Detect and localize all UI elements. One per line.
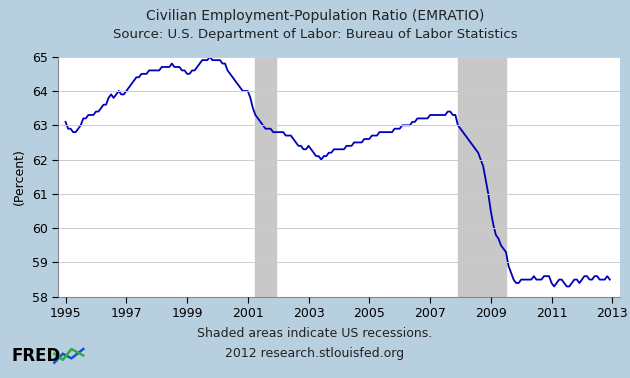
Text: Source: U.S. Department of Labor: Bureau of Labor Statistics: Source: U.S. Department of Labor: Bureau…: [113, 28, 517, 41]
Text: Shaded areas indicate US recessions.: Shaded areas indicate US recessions.: [197, 327, 433, 340]
Bar: [458, 57, 506, 297]
Text: FRED: FRED: [12, 347, 61, 364]
Text: 2012 research.stlouisfed.org: 2012 research.stlouisfed.org: [226, 347, 404, 360]
Bar: [255, 57, 276, 297]
Text: Civilian Employment-Population Ratio (EMRATIO): Civilian Employment-Population Ratio (EM…: [146, 9, 484, 23]
Y-axis label: (Percent): (Percent): [13, 148, 26, 205]
